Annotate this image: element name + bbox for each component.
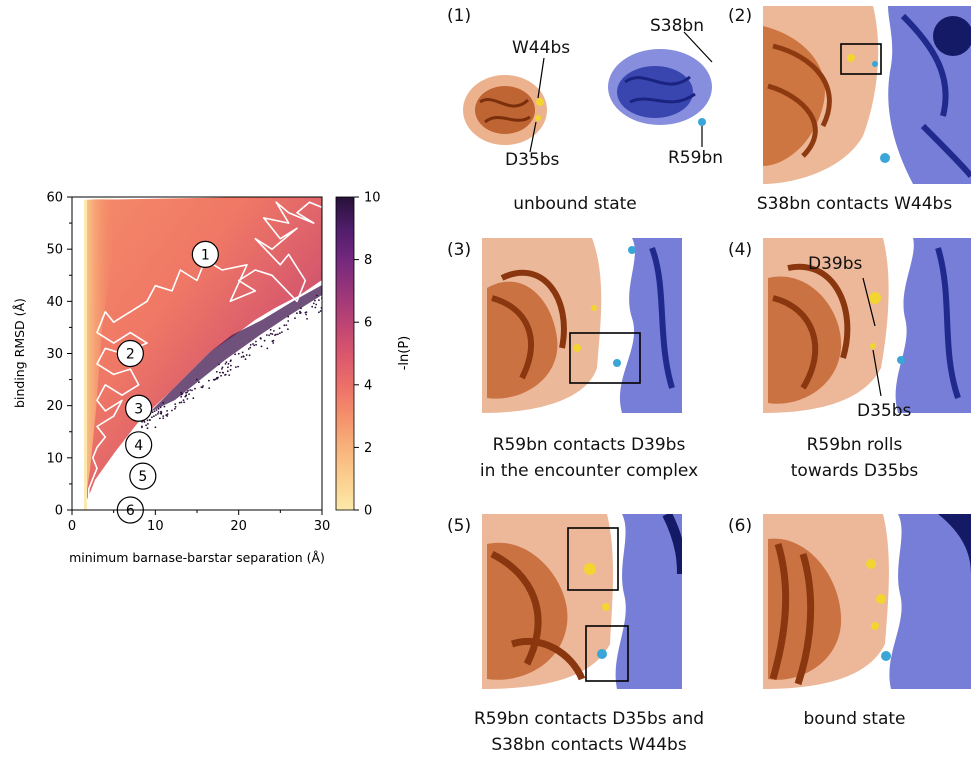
y-tick-label: 10 <box>46 451 63 466</box>
x-tick-label: 10 <box>147 519 164 534</box>
x-axis-label: minimum barnase-barstar separation (Å) <box>69 550 325 565</box>
y-tick-label: 0 <box>55 504 63 519</box>
panel-3-number: (3) <box>447 240 472 260</box>
state-marker-circle <box>116 339 144 368</box>
panel-3-caption: R59bn contacts D39bs in the encounter co… <box>446 432 732 484</box>
panel-2-caption-line: S38bn contacts W44bs <box>756 194 953 214</box>
state-marker-circle <box>125 394 153 422</box>
state-marker-label: 6 <box>126 503 135 519</box>
panel-2-image <box>763 6 971 184</box>
panel-5-number: (5) <box>447 516 472 536</box>
colorbar-tick-label: 10 <box>364 191 381 206</box>
axis-ticks: 0 10 20 30 0 10 20 30 40 50 60 <box>46 191 330 535</box>
state-marker-label: 5 <box>138 469 147 485</box>
y-tick-label: 50 <box>46 243 63 258</box>
colorbar-tick-label: 0 <box>364 504 372 519</box>
colorbar-label: -ln(P) <box>397 336 412 371</box>
panel-2-number: (2) <box>728 6 753 26</box>
panel-1-number: (1) <box>447 6 472 26</box>
panel-6-caption-line: bound state <box>803 709 906 729</box>
colorbar-ticks: 0 2 4 6 8 10 <box>354 191 381 519</box>
panel-6-number: (6) <box>728 516 753 536</box>
label-r59bn: R59bn <box>668 148 724 168</box>
panel-4-caption-line-1: R59bn rolls <box>806 435 903 455</box>
state-marker-label: 1 <box>201 247 210 263</box>
y-tick-label: 20 <box>46 399 63 414</box>
y-tick-label: 60 <box>46 191 63 206</box>
panel-5-caption-line-2: S38bn contacts W44bs <box>491 735 687 755</box>
panel-4-caption: R59bn rolls towards D35bs <box>738 432 971 484</box>
colorbar-tick-label: 8 <box>364 253 372 268</box>
label-d35bs-panel4: D35bs <box>857 401 912 421</box>
panel-6-caption: bound state <box>738 706 971 732</box>
heatmap-density <box>84 197 322 510</box>
colorbar <box>335 196 355 511</box>
trajectory-line <box>86 201 323 503</box>
state-marker-label: 4 <box>134 438 143 454</box>
state-marker-circle <box>129 462 157 490</box>
panel-1-image <box>463 31 713 153</box>
heatmap-scatter <box>141 294 322 430</box>
state-marker-circle <box>191 240 219 268</box>
state-marker-label: 2 <box>126 347 135 363</box>
x-tick-label: 30 <box>314 519 331 534</box>
panel-6-image <box>763 514 971 689</box>
state-marker-circle <box>125 431 153 459</box>
label-d39bs: D39bs <box>808 254 863 274</box>
panel-2-caption: S38bn contacts W44bs <box>738 191 971 217</box>
state-marker-label: 3 <box>134 401 143 417</box>
y-tick-label: 30 <box>46 347 63 362</box>
panel-5-caption-line-1: R59bn contacts D35bs and <box>473 709 705 729</box>
panel-5-image <box>482 514 682 689</box>
state-markers: 1 2 3 4 5 6 <box>116 240 219 524</box>
panel-3-caption-line-1: R59bn contacts D39bs <box>492 435 686 455</box>
label-s38bn: S38bn <box>650 16 704 36</box>
panel-5-caption: R59bn contacts D35bs and S38bn contacts … <box>446 706 732 758</box>
y-tick-label: 40 <box>46 295 63 310</box>
x-tick-label: 0 <box>68 519 76 534</box>
x-tick-label: 20 <box>230 519 247 534</box>
colorbar-tick-label: 2 <box>364 441 372 456</box>
panel-3-caption-line-2: in the encounter complex <box>479 461 699 481</box>
colorbar-tick-label: 4 <box>364 378 372 393</box>
label-d35bs: D35bs <box>505 150 560 170</box>
panel-1-caption: unbound state <box>460 191 690 217</box>
panel-3-image <box>482 238 682 413</box>
panel-4-number: (4) <box>728 240 753 260</box>
colorbar-tick-label: 6 <box>364 316 372 331</box>
label-w44bs: W44bs <box>512 38 571 58</box>
y-axis-label: binding RMSD (Å) <box>12 298 27 408</box>
panel-4-image <box>763 238 971 413</box>
panel-4-caption-line-2: towards D35bs <box>790 461 919 481</box>
panel-1-caption-line: unbound state <box>513 194 637 214</box>
